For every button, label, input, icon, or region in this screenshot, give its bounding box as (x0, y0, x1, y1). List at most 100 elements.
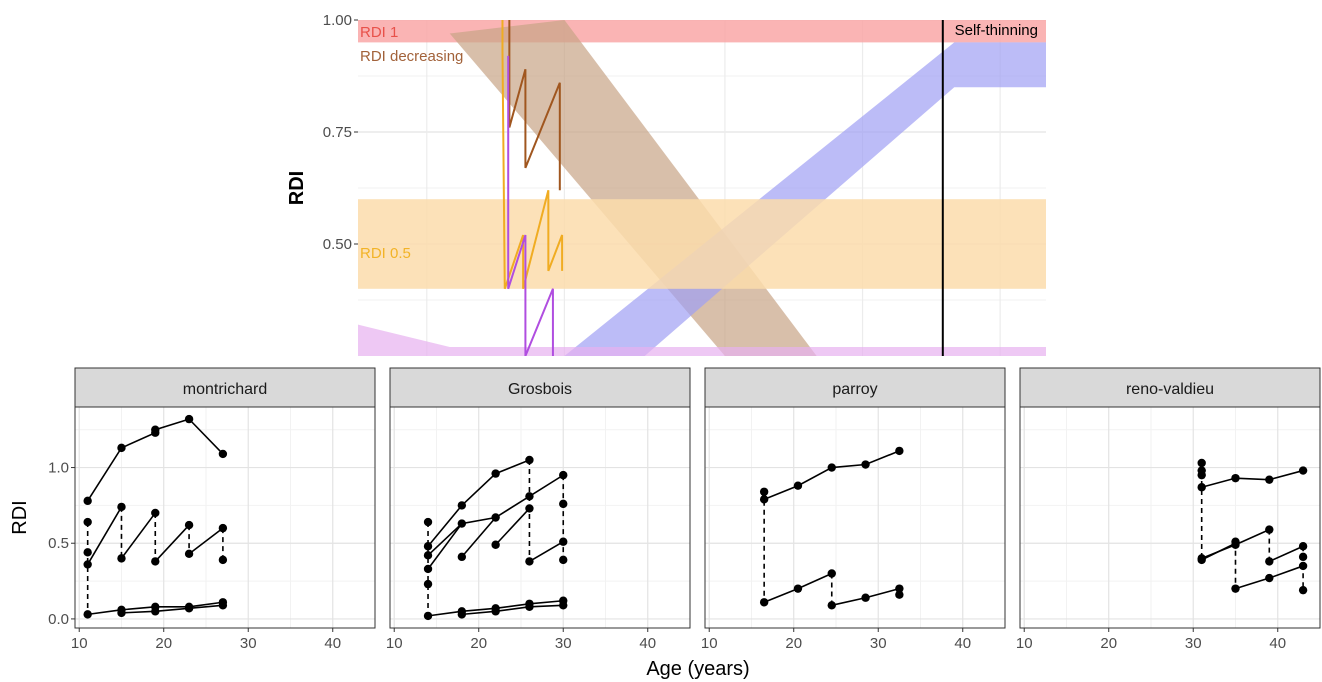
data-point (1231, 540, 1240, 549)
data-point (793, 584, 803, 593)
data-point (491, 469, 500, 478)
data-point (117, 608, 126, 618)
data-point (423, 564, 433, 574)
data-point (184, 604, 194, 613)
data-point (895, 584, 904, 593)
data-point (83, 560, 92, 569)
growth-segment (1201, 469, 1304, 488)
data-point (83, 517, 92, 527)
data-point (525, 504, 534, 513)
data-point (895, 446, 904, 456)
facet-y-axis-title: RDI (9, 500, 31, 534)
data-point (457, 552, 467, 562)
data-point (1298, 561, 1308, 571)
data-point (559, 470, 568, 480)
facet-strip-label: reno-valdieu (1126, 381, 1214, 398)
facet-panel-reno-valdieu: reno-valdieu 10 20 30 40 (1016, 367, 1321, 652)
data-point (525, 455, 534, 465)
data-point (457, 519, 467, 528)
facet-y-tick-label: 0.5 (48, 535, 69, 552)
data-point (1265, 475, 1274, 484)
data-point (1298, 552, 1308, 562)
data-point (1197, 470, 1206, 480)
band-lower-4 (358, 324, 1046, 356)
data-point (491, 513, 500, 522)
facet-panel-background (705, 407, 1005, 628)
top-y-tick-label: 0.50 (323, 236, 352, 253)
facet-panel-grosbois: Grosbois 10 20 30 40 (386, 367, 691, 652)
facet-x-tick-label: 40 (639, 635, 656, 652)
facet-panel-montrichard: montrichard 10 20 30 40 0.0 0.5 1.0 RDI (9, 367, 376, 652)
data-point (423, 611, 433, 621)
facet-strip-label: parroy (832, 381, 877, 398)
data-point (423, 551, 433, 560)
facet-x-tick-label: 20 (1100, 635, 1117, 652)
data-point (895, 590, 904, 599)
stand-facet-panels: montrichard 10 20 30 40 0.0 0.5 1.0 RDI Grosbois 1… (9, 367, 1321, 652)
growth-segment (461, 604, 564, 616)
growth-segment (427, 522, 463, 556)
data-point (1265, 557, 1274, 566)
growth-segment (188, 527, 224, 555)
facet-x-tick-label: 20 (785, 635, 802, 652)
data-point (83, 496, 92, 506)
band-label-self-thinning: Self-thinning (955, 22, 1038, 39)
data-point (1298, 542, 1308, 551)
data-point (525, 492, 534, 501)
data-point (1298, 585, 1308, 595)
data-point (117, 502, 126, 512)
data-point (827, 601, 836, 610)
data-point (218, 449, 228, 459)
data-point (1231, 473, 1240, 483)
data-point (151, 557, 160, 566)
rdi-trajectory-1 (508, 20, 561, 191)
data-point (83, 610, 92, 619)
facet-panel-background (75, 407, 375, 628)
facet-x-tick-label: 40 (954, 635, 971, 652)
top-y-axis-title: RDI (286, 171, 308, 205)
data-point (491, 540, 500, 549)
growth-segment (495, 507, 531, 546)
facet-x-tick-label: 10 (1016, 635, 1033, 652)
data-point (184, 549, 194, 559)
data-point (491, 607, 500, 616)
data-point (151, 428, 160, 437)
data-point (151, 607, 160, 616)
data-point (827, 463, 836, 472)
growth-segment (120, 512, 156, 559)
facet-panel-parroy: parroy 10 20 30 40 (701, 367, 1006, 652)
data-point (457, 501, 467, 510)
data-point (827, 569, 836, 578)
data-point (218, 523, 228, 533)
facet-x-tick-label: 30 (870, 635, 887, 652)
data-point (218, 601, 228, 610)
data-point (184, 414, 194, 424)
data-point (117, 443, 126, 453)
data-point (423, 517, 433, 527)
growth-segment (121, 604, 223, 614)
band-label-rdi-05: RDI 0.5 (360, 245, 411, 262)
data-point (83, 548, 92, 557)
data-point (423, 542, 433, 551)
facet-gridlines (75, 407, 375, 628)
data-point (184, 520, 194, 530)
top-plot-area (358, 20, 1046, 356)
facet-strip (74, 367, 376, 408)
data-point (559, 537, 568, 546)
data-point (559, 499, 568, 509)
growth-segment (529, 541, 564, 563)
data-point (559, 555, 568, 565)
facet-gridlines (390, 407, 690, 628)
data-point (559, 601, 568, 610)
facet-y-tick-label: 1.0 (48, 460, 69, 477)
facet-gridlines (705, 407, 1005, 628)
data-point (1265, 573, 1274, 583)
facet-strip (1019, 367, 1321, 408)
facet-x-tick-label: 20 (470, 635, 487, 652)
data-point (759, 487, 769, 496)
data-point (457, 610, 467, 619)
band-label-rdi-decreasing: RDI decreasing (360, 48, 463, 65)
facet-x-tick-label: 20 (155, 635, 172, 652)
facet-x-tick-label: 40 (1269, 635, 1286, 652)
